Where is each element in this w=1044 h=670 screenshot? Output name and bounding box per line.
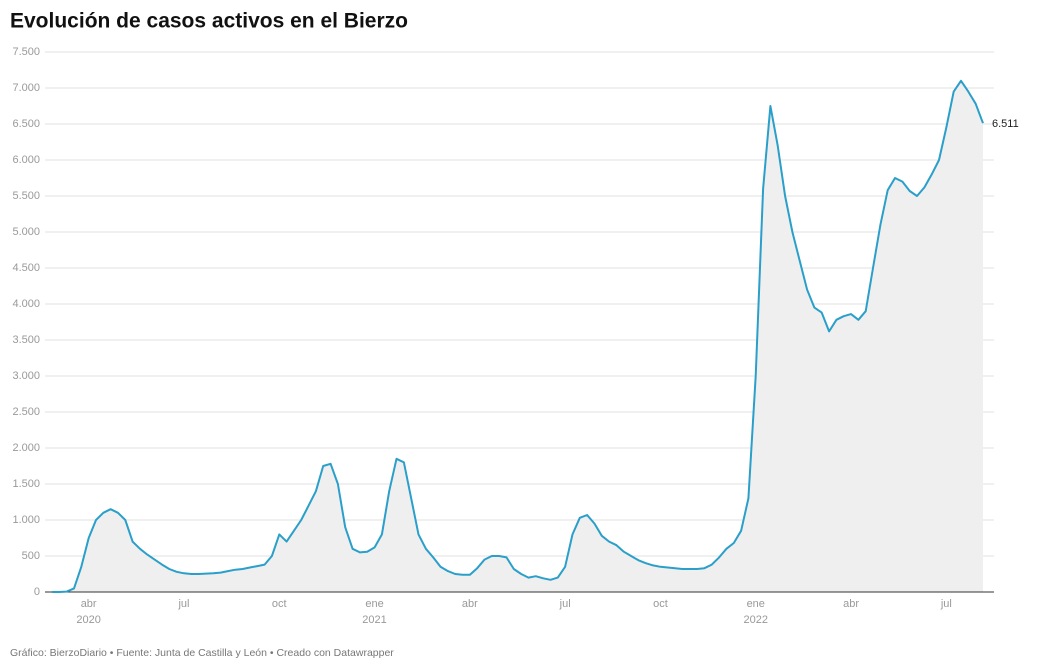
x-tick-year: 2020 <box>76 614 100 626</box>
line <box>52 79 984 593</box>
chart-title: Evolución de casos activos en el Bierzo <box>10 10 408 33</box>
y-tick-label: 3.500 <box>12 334 40 346</box>
x-tick-label: oct <box>653 598 668 610</box>
value-label: 6.511 <box>992 118 1019 130</box>
y-tick-label: 1.500 <box>12 478 40 490</box>
x-tick-label: jul <box>559 598 571 610</box>
x-tick-label: ene <box>365 598 383 610</box>
y-tick-label: 2.000 <box>12 442 40 454</box>
y-tick-label: 2.500 <box>12 406 40 418</box>
x-tick-label: abr <box>843 598 859 610</box>
y-tick-label: 4.000 <box>12 298 40 310</box>
y-tick-label: 3.000 <box>12 370 40 382</box>
y-tick-label: 5.500 <box>12 190 40 202</box>
x-tick-year: 2021 <box>362 614 386 626</box>
x-tick-label: ene <box>747 598 765 610</box>
y-tick-label: 7.500 <box>12 46 40 58</box>
y-tick-label: 6.000 <box>12 154 40 166</box>
x-tick-label: oct <box>272 598 287 610</box>
y-tick-label: 0 <box>34 586 40 598</box>
area <box>52 80 983 593</box>
x-tick-label: jul <box>940 598 952 610</box>
y-tick-label: 4.500 <box>12 262 40 274</box>
y-tick-label: 6.500 <box>12 118 40 130</box>
x-tick-label: abr <box>462 598 478 610</box>
footer: Gráfico: BierzoDiario • Fuente: Junta de… <box>10 647 394 659</box>
y-tick-label: 500 <box>22 550 40 562</box>
x-tick-year: 2022 <box>744 614 768 626</box>
x-tick-label: abr <box>81 598 97 610</box>
x-tick-label: jul <box>177 598 189 610</box>
y-tick-label: 5.000 <box>12 226 40 238</box>
y-tick-label: 7.000 <box>12 82 40 94</box>
y-tick-label: 1.000 <box>12 514 40 526</box>
